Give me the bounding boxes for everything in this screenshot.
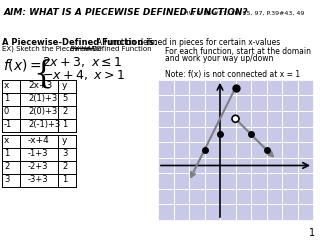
Text: A function defined in pieces for certain x-values: A function defined in pieces for certain…: [92, 38, 280, 47]
Text: $f\left(x\right)=$: $f\left(x\right)=$: [3, 57, 42, 73]
Text: y: y: [62, 136, 68, 145]
Text: -x+4: -x+4: [28, 136, 50, 145]
Text: 2: 2: [62, 107, 67, 116]
Text: HW P. 35 #27, 39, 95, 97, P.39#43, 49: HW P. 35 #27, 39, 95, 97, P.39#43, 49: [182, 11, 305, 15]
Text: EX) Sketch the Piecewise-Defined Function: EX) Sketch the Piecewise-Defined Functio…: [2, 46, 154, 52]
Text: Note: f(x) is not connected at x = 1: Note: f(x) is not connected at x = 1: [165, 70, 300, 79]
Text: A Piecewise-Defined Function is:: A Piecewise-Defined Function is:: [2, 38, 157, 47]
Text: x: x: [4, 81, 9, 90]
Text: y: y: [62, 81, 68, 90]
Text: 1: 1: [62, 120, 67, 129]
Text: x: x: [4, 136, 9, 145]
Text: For each function, start at the domain: For each function, start at the domain: [165, 47, 311, 56]
Text: 1: 1: [309, 228, 315, 238]
Bar: [158, 80, 313, 220]
Text: 2(-1)+3: 2(-1)+3: [28, 120, 60, 129]
Text: -3+3: -3+3: [28, 175, 49, 184]
Text: 5: 5: [62, 94, 67, 103]
Text: 2(1)+3: 2(1)+3: [28, 94, 57, 103]
Text: 1: 1: [4, 94, 9, 103]
Text: 0: 0: [4, 107, 9, 116]
Text: 2: 2: [62, 162, 67, 171]
Text: 3: 3: [62, 149, 68, 158]
Text: 2x+3: 2x+3: [28, 81, 52, 90]
Text: 2: 2: [4, 162, 9, 171]
Text: {: {: [33, 59, 52, 90]
Text: AIM: WHAT IS A PIECEWISE DEFINED FUNCTION?: AIM: WHAT IS A PIECEWISE DEFINED FUNCTIO…: [3, 8, 248, 18]
Text: $-x+4,\ x>1$: $-x+4,\ x>1$: [42, 68, 125, 82]
Text: -1+3: -1+3: [28, 149, 49, 158]
Text: -2+3: -2+3: [28, 162, 49, 171]
Text: 3: 3: [4, 175, 9, 184]
Text: 1: 1: [4, 149, 9, 158]
Text: -1: -1: [4, 120, 12, 129]
Text: BY HAND: BY HAND: [70, 46, 102, 52]
Text: 2(0)+3: 2(0)+3: [28, 107, 57, 116]
Text: and work your way up/down: and work your way up/down: [165, 54, 273, 63]
Text: $2x+3,\ x\leq 1$: $2x+3,\ x\leq 1$: [42, 55, 123, 69]
Text: 1: 1: [62, 175, 67, 184]
Circle shape: [232, 115, 239, 122]
